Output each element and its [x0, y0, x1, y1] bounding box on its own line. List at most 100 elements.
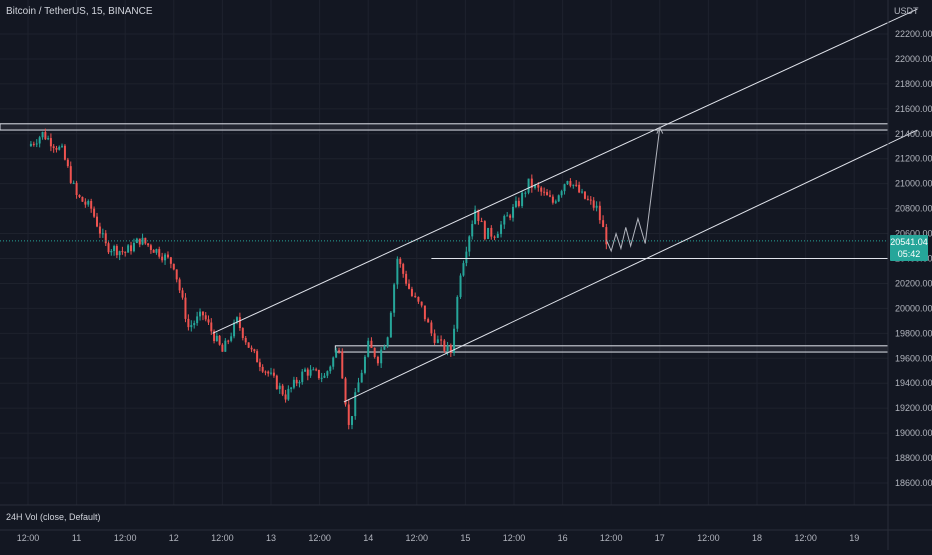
candle-body	[512, 206, 515, 218]
y-tick-label: 19600.00	[895, 353, 932, 363]
candle-body	[370, 340, 373, 348]
candle-body	[602, 220, 605, 228]
symbol-title[interactable]: Bitcoin / TetherUS, 15, BINANCE	[6, 6, 153, 17]
candle-body	[423, 305, 426, 320]
candle-body	[548, 195, 551, 197]
candle-body	[490, 227, 493, 237]
candle-body	[101, 233, 104, 235]
candle-body	[250, 347, 253, 350]
candle-body	[417, 296, 420, 302]
x-tick-label: 12:00	[794, 533, 817, 543]
candle-body	[90, 201, 93, 209]
grid	[0, 0, 888, 505]
x-tick-label: 14	[363, 533, 373, 543]
candle-body	[446, 345, 449, 351]
candle-body	[47, 138, 50, 140]
candle-body	[456, 296, 459, 329]
candle-body	[138, 238, 141, 245]
candle-body	[78, 194, 81, 197]
candle-body	[360, 372, 363, 383]
candle-body	[344, 378, 347, 405]
y-tick-label: 21000.00	[895, 179, 932, 189]
candle-body	[58, 146, 61, 150]
x-tick-label: 18	[752, 533, 762, 543]
candle-body	[166, 254, 169, 258]
candle-body	[483, 221, 486, 239]
candle-body	[215, 335, 218, 342]
candle-body	[389, 312, 392, 338]
candle-body	[335, 350, 338, 358]
candle-body	[530, 178, 533, 188]
countdown-timer: 05:42	[897, 249, 921, 259]
projection-path[interactable]	[605, 127, 661, 253]
candle-body	[410, 288, 413, 296]
candle-body	[66, 159, 69, 167]
candle-body	[281, 385, 284, 395]
channel-trend-line[interactable]	[212, 8, 918, 334]
candle-body	[480, 221, 483, 223]
drawing-zones[interactable]	[0, 123, 889, 353]
candle-body	[267, 371, 270, 374]
candle-body	[238, 317, 241, 329]
currency-label: USDT	[894, 6, 919, 16]
support-resistance-zone[interactable]	[0, 123, 889, 131]
candle-body	[566, 181, 569, 185]
candle-body	[301, 371, 304, 383]
candle-body	[298, 382, 301, 384]
candle-body	[586, 198, 589, 200]
candle-body	[493, 236, 496, 238]
candle-body	[190, 325, 193, 328]
volume-indicator-label[interactable]: 24H Vol (close, Default)	[6, 512, 101, 522]
candle-body	[144, 237, 147, 244]
y-tick-label: 22200.00	[895, 29, 932, 39]
x-tick-label: 16	[558, 533, 568, 543]
y-tick-label: 18800.00	[895, 453, 932, 463]
x-tick-label: 15	[460, 533, 470, 543]
candle-body	[329, 366, 332, 372]
drawings[interactable]	[0, 8, 918, 403]
channel-trend-line[interactable]	[343, 129, 918, 403]
candle-body	[275, 375, 278, 390]
y-tick-label: 21200.00	[895, 154, 932, 164]
candle-body	[87, 201, 90, 205]
x-tick-label: 19	[849, 533, 859, 543]
candle-body	[433, 333, 436, 343]
candle-body	[152, 249, 155, 253]
support-resistance-zone[interactable]	[334, 345, 889, 353]
candle-body	[578, 184, 581, 193]
y-tick-label: 20200.00	[895, 278, 932, 288]
candle-body	[270, 372, 272, 374]
candle-body	[453, 328, 456, 354]
candle-body	[527, 178, 530, 193]
y-tick-label: 21600.00	[895, 104, 932, 114]
candle-body	[110, 251, 113, 253]
y-tick-label: 20000.00	[895, 303, 932, 313]
candle-body	[84, 201, 87, 205]
candle-body	[164, 254, 167, 261]
candle-body	[132, 242, 135, 252]
candle-body	[551, 196, 554, 203]
candle-body	[218, 335, 221, 345]
candle-body	[196, 316, 199, 324]
candle-body	[347, 404, 350, 425]
candle-body	[306, 369, 309, 376]
candle-body	[376, 356, 379, 364]
x-tick-label: 12:00	[406, 533, 429, 543]
candle-body	[187, 318, 190, 328]
candle-body	[204, 315, 207, 320]
candle-body	[304, 369, 307, 372]
candle-body	[38, 137, 41, 144]
candle-body	[524, 192, 527, 194]
candle-body	[500, 224, 503, 234]
candle-body	[427, 319, 430, 323]
candle-body	[560, 191, 563, 196]
candle-body	[207, 319, 210, 323]
candle-body	[537, 184, 540, 188]
candle-body	[210, 322, 213, 332]
candle-body	[506, 215, 509, 217]
candle-body	[581, 191, 584, 193]
candle-body	[172, 263, 175, 270]
y-tick-label: 20600.00	[895, 229, 932, 239]
